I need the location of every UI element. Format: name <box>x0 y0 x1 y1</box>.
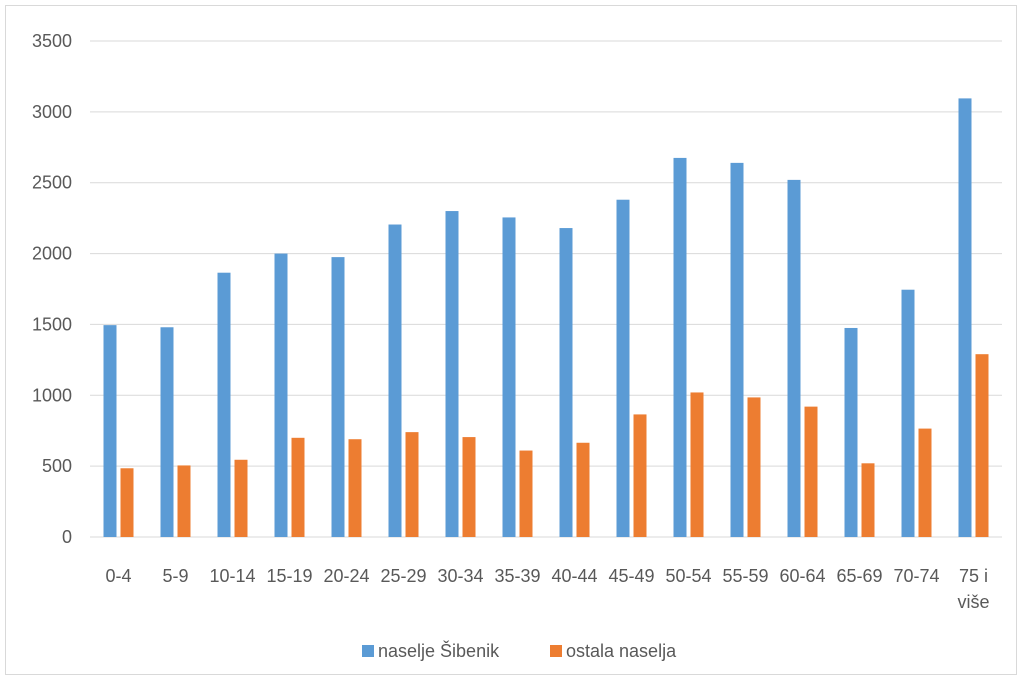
bar-ostala-naselja <box>975 354 989 537</box>
bar-ostala-naselja <box>576 442 590 537</box>
y-tick-label: 1000 <box>32 385 72 405</box>
bar-ostala-naselja <box>633 414 647 537</box>
bar-ostala-naselja <box>918 428 932 537</box>
legend-label: ostala naselja <box>566 641 677 661</box>
x-tick-label-line: 60-64 <box>779 566 825 586</box>
bar-naselje-sibenik <box>730 162 744 538</box>
y-tick-label: 2000 <box>32 244 72 264</box>
x-tick-label: 20-24 <box>323 566 369 586</box>
bar-naselje-sibenik <box>445 211 459 538</box>
bar-ostala-naselja <box>861 463 875 537</box>
x-tick-label: 60-64 <box>779 566 825 586</box>
x-tick-label: 15-19 <box>266 566 312 586</box>
bar-naselje-sibenik <box>274 253 288 538</box>
x-tick-label: 30-34 <box>437 566 483 586</box>
bar-naselje-sibenik <box>217 272 231 537</box>
bar-ostala-naselja <box>747 397 761 537</box>
legend-swatch <box>550 645 562 657</box>
bar-naselje-sibenik <box>103 325 117 537</box>
x-tick-label-line: 40-44 <box>551 566 597 586</box>
x-tick-label-line: 10-14 <box>209 566 255 586</box>
bar-ostala-naselja <box>462 437 476 537</box>
x-tick-label: 45-49 <box>608 566 654 586</box>
bar-naselje-sibenik <box>901 289 915 537</box>
x-tick-label: 35-39 <box>494 566 540 586</box>
legend-swatch <box>362 645 374 657</box>
y-tick-label: 500 <box>42 456 72 476</box>
bar-ostala-naselja <box>348 439 362 537</box>
bar-ostala-naselja <box>690 392 704 537</box>
bar-naselje-sibenik <box>331 257 345 537</box>
bar-ostala-naselja <box>291 437 305 537</box>
x-tick-label-line: 30-34 <box>437 566 483 586</box>
bar-naselje-sibenik <box>958 98 972 537</box>
y-axis-ticks: 0 500 1000 1500 2000 2500 3000 3500 <box>32 31 72 547</box>
x-tick-label-line: 20-24 <box>323 566 369 586</box>
bar-naselje-sibenik <box>844 327 858 537</box>
y-tick-label: 2500 <box>32 173 72 193</box>
bar-ostala-naselja <box>120 468 134 537</box>
bar-naselje-sibenik <box>160 327 174 537</box>
bar-ostala-naselja <box>804 406 818 537</box>
bar-ostala-naselja <box>519 450 533 537</box>
x-tick-label: 55-59 <box>722 566 768 586</box>
bar-naselje-sibenik <box>616 199 630 537</box>
x-tick-label: 25-29 <box>380 566 426 586</box>
x-tick-label-line: 0-4 <box>105 566 131 586</box>
x-tick-label-line: 45-49 <box>608 566 654 586</box>
x-tick-label: 10-14 <box>209 566 255 586</box>
x-tick-label-line: 65-69 <box>836 566 882 586</box>
bar-naselje-sibenik <box>388 224 402 537</box>
x-tick-label: 50-54 <box>665 566 711 586</box>
x-axis-ticks: 0-4 5-9 10-14 15-19 20-24 25-29 30-34 35-39 40-4… <box>105 566 989 612</box>
bar-naselje-sibenik <box>787 179 801 537</box>
x-tick-label: 70-74 <box>893 566 939 586</box>
bar-ostala-naselja <box>405 432 419 537</box>
y-tick-label: 3500 <box>32 31 72 51</box>
x-tick-label: 40-44 <box>551 566 597 586</box>
legend-label: naselje Šibenik <box>378 640 500 661</box>
x-tick-label: 0-4 <box>105 566 131 586</box>
bar-ostala-naselja <box>234 459 248 537</box>
y-tick-label: 3000 <box>32 102 72 122</box>
x-tick-label-line: 75 i <box>959 566 988 586</box>
x-tick-label-line: 15-19 <box>266 566 312 586</box>
x-tick-label-line: 25-29 <box>380 566 426 586</box>
y-tick-label: 0 <box>62 527 72 547</box>
x-tick-label: 75 i više <box>957 566 989 612</box>
x-tick-label-line: 55-59 <box>722 566 768 586</box>
bar-naselje-sibenik <box>559 228 573 537</box>
x-tick-label-line: 70-74 <box>893 566 939 586</box>
legend: naselje Šibenik ostala naselja <box>362 640 677 661</box>
x-tick-label-line: 50-54 <box>665 566 711 586</box>
x-tick-label-line: više <box>957 592 989 612</box>
bar-naselje-sibenik <box>673 157 687 537</box>
y-tick-label: 1500 <box>32 314 72 334</box>
bars <box>103 98 989 538</box>
x-tick-label: 5-9 <box>162 566 188 586</box>
x-tick-label: 65-69 <box>836 566 882 586</box>
x-tick-label-line: 35-39 <box>494 566 540 586</box>
bar-naselje-sibenik <box>502 217 516 538</box>
bar-ostala-naselja <box>177 465 191 537</box>
x-tick-label-line: 5-9 <box>162 566 188 586</box>
